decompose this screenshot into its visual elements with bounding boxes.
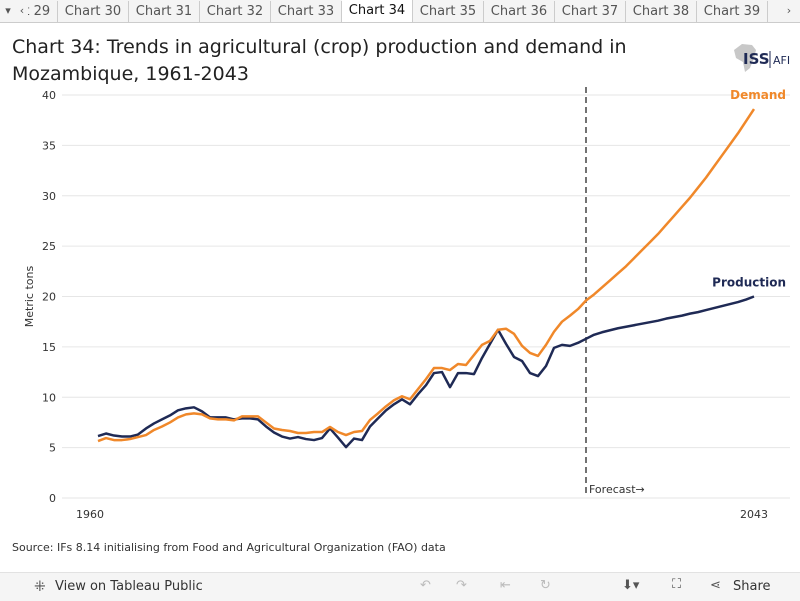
redo[interactable]: ↷ bbox=[456, 578, 467, 593]
undo[interactable]: ↶ bbox=[420, 578, 431, 593]
tab[interactable]: Chart 32 bbox=[200, 1, 271, 22]
chart-title: Chart 34: Trends in agricultural (crop) … bbox=[12, 36, 627, 84]
tab-menu[interactable]: ▾ bbox=[0, 0, 16, 22]
revert[interactable]: ⇤ bbox=[500, 578, 511, 593]
tab[interactable]: Chart 35 bbox=[413, 1, 484, 22]
tab[interactable]: Chart 37 bbox=[555, 1, 626, 22]
y-tick-label: 0 bbox=[49, 492, 56, 505]
tab[interactable]: Chart 33 bbox=[271, 1, 342, 22]
share[interactable]: Share bbox=[733, 579, 771, 594]
share-icon: ⋖ bbox=[710, 578, 721, 593]
series-line bbox=[97, 295, 755, 449]
y-tick-label: 40 bbox=[42, 89, 56, 102]
y-tick-label: 30 bbox=[42, 190, 56, 203]
logo-map bbox=[734, 44, 756, 72]
logo-text: ISS bbox=[743, 50, 770, 68]
y-tick-label: 15 bbox=[42, 341, 56, 354]
toolbar: ⁜ View on Tableau Public ↶ ↷ ⇤ ↻ ⬇▾ ⛶ ⋖ … bbox=[0, 572, 800, 601]
tab[interactable]: Chart 39 bbox=[697, 1, 768, 22]
tab[interactable]: Chart 34 bbox=[342, 0, 413, 22]
download[interactable]: ⬇▾ bbox=[622, 578, 640, 593]
view-on-tableau[interactable]: View on Tableau Public bbox=[55, 579, 203, 594]
y-axis-label: Metric tons bbox=[23, 266, 36, 328]
tab[interactable]: Chart 31 bbox=[129, 1, 200, 22]
tab[interactable]: Chart 36 bbox=[484, 1, 555, 22]
logo: ISS AFI bbox=[734, 44, 790, 72]
x-tick-label: 1960 bbox=[76, 508, 104, 521]
y-tick-label: 35 bbox=[42, 139, 56, 152]
forecast-label: Forecast→ bbox=[589, 483, 645, 496]
tab[interactable]: Chart 38 bbox=[626, 1, 697, 22]
fullscreen[interactable]: ⛶ bbox=[672, 577, 682, 592]
tab-prev[interactable]: ‹ bbox=[16, 0, 28, 22]
x-tick-label: 2043 bbox=[740, 508, 768, 521]
series-label: Production bbox=[712, 276, 786, 290]
logo-suffix: AFI bbox=[773, 54, 790, 67]
y-tick-label: 10 bbox=[42, 391, 56, 404]
y-tick-label: 20 bbox=[42, 291, 56, 304]
series-label: Demand bbox=[730, 88, 786, 102]
tab[interactable]: Chart 30 bbox=[58, 1, 129, 22]
y-tick-label: 25 bbox=[42, 240, 56, 253]
refresh[interactable]: ↻ bbox=[540, 578, 551, 593]
tab-next[interactable]: › bbox=[778, 0, 800, 22]
series-line bbox=[97, 108, 756, 443]
source-note: Source: IFs 8.14 initialising from Food … bbox=[12, 541, 446, 554]
chart: 0 5 10 15 20 25 30 35 40 1960 2043 Metric tons Forec… bbox=[23, 87, 790, 521]
y-tick-label: 5 bbox=[49, 442, 56, 455]
tableau-icon: ⁜ bbox=[34, 579, 46, 595]
